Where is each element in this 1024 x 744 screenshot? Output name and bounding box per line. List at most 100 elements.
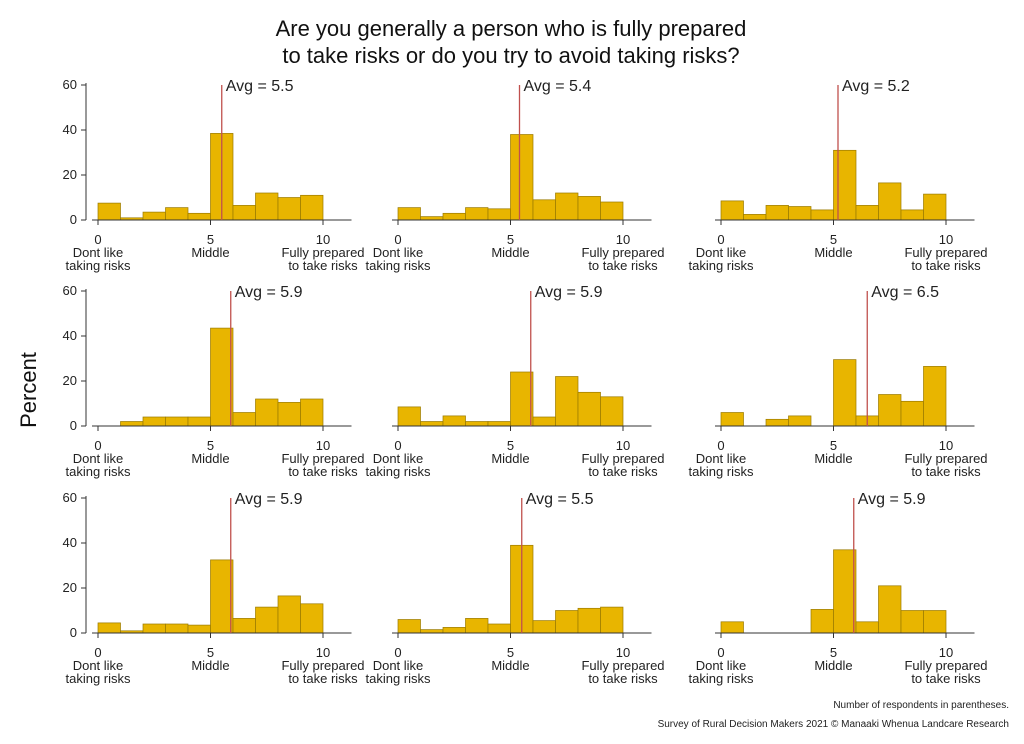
bar-panel8-bin0	[397, 619, 421, 634]
bar-panel1-bin6	[232, 205, 256, 221]
x-tick-label: Dont like	[696, 245, 747, 260]
bar-panel8-bin6	[532, 620, 556, 634]
bar-panel2-bin3	[465, 207, 489, 221]
bar-panel3-bin4	[810, 209, 834, 221]
bar-panel9-bin5	[833, 549, 857, 634]
bar-panel2-bin5	[510, 134, 534, 221]
bar-panel9-bin7	[878, 585, 902, 634]
bar-panel7-bin3	[165, 623, 189, 634]
bar-panel5-bin5	[510, 371, 534, 427]
x-tick-label: taking risks	[365, 671, 431, 686]
y-tick-label: 20	[63, 167, 77, 182]
x-tick-label: Dont like	[696, 451, 747, 466]
bar-panel2-bin7	[555, 192, 579, 221]
bar-panel1-bin3	[165, 207, 189, 221]
x-tick-label: 5	[830, 438, 837, 453]
x-tick-label: to take risks	[288, 258, 358, 273]
bar-panel3-bin8	[900, 209, 924, 221]
x-tick-label: Middle	[814, 245, 852, 260]
x-tick-label: taking risks	[365, 464, 431, 479]
bar-panel6-bin3	[788, 415, 812, 427]
bar-panel8-bin1	[420, 629, 444, 634]
y-tick-label: 20	[63, 373, 77, 388]
x-tick-label: to take risks	[911, 464, 981, 479]
x-tick-label: 10	[616, 438, 630, 453]
x-tick-label: Dont like	[73, 451, 124, 466]
bar-panel7-bin9	[300, 603, 324, 634]
bar-panel3-bin7	[878, 182, 902, 221]
x-tick-label: Fully prepared	[281, 451, 364, 466]
x-tick-label: taking risks	[688, 671, 754, 686]
bar-panel3-bin9	[923, 193, 947, 221]
bar-panel5-bin3	[465, 421, 489, 427]
x-tick-label: 5	[207, 232, 214, 247]
x-tick-label: 5	[507, 232, 514, 247]
x-tick-label: taking risks	[688, 258, 754, 273]
x-tick-label: Middle	[814, 658, 852, 673]
bar-panel8-bin4	[487, 623, 511, 634]
avg-label: Avg = 5.9	[858, 491, 926, 508]
bar-panel2-bin0	[397, 207, 421, 221]
bar-panel2-bin8	[577, 196, 601, 221]
x-tick-label: Fully prepared	[581, 451, 664, 466]
bar-panel5-bin4	[487, 421, 511, 427]
x-tick-label: Fully prepared	[904, 658, 987, 673]
bar-panel2-bin1	[420, 216, 444, 221]
bar-panel9-bin9	[923, 610, 947, 634]
x-tick-label: to take risks	[911, 258, 981, 273]
bar-panel6-bin0	[720, 412, 744, 427]
bar-panel1-bin7	[255, 192, 279, 221]
bar-panel2-bin6	[532, 199, 556, 221]
x-tick-label: Dont like	[373, 451, 424, 466]
x-tick-label: 10	[616, 645, 630, 660]
bar-panel4-bin8	[277, 402, 301, 427]
bar-panel1-bin2	[142, 211, 166, 221]
x-tick-label: to take risks	[288, 464, 358, 479]
avg-label: Avg = 5.9	[235, 491, 303, 508]
x-tick-label: 10	[316, 645, 330, 660]
x-tick-label: 5	[830, 232, 837, 247]
x-tick-label: 0	[94, 438, 101, 453]
x-tick-label: taking risks	[65, 258, 131, 273]
bar-panel5-bin1	[420, 421, 444, 427]
x-tick-label: 10	[316, 438, 330, 453]
x-tick-label: Dont like	[696, 658, 747, 673]
bar-panel5-bin2	[442, 415, 466, 427]
x-tick-label: 10	[616, 232, 630, 247]
x-tick-label: Fully prepared	[904, 451, 987, 466]
bar-panel6-bin2	[765, 418, 789, 427]
x-tick-label: 0	[717, 232, 724, 247]
bar-panel9-bin8	[900, 610, 924, 634]
bar-panel3-bin1	[743, 214, 767, 221]
x-tick-label: Fully prepared	[581, 245, 664, 260]
y-tick-label: 20	[63, 580, 77, 595]
y-tick-label: 60	[63, 490, 77, 505]
bar-panel4-bin3	[165, 416, 189, 427]
x-tick-label: 10	[939, 232, 953, 247]
x-tick-label: Fully prepared	[904, 245, 987, 260]
x-tick-label: to take risks	[588, 464, 658, 479]
x-tick-label: 0	[94, 645, 101, 660]
avg-label: Avg = 5.2	[842, 78, 910, 95]
x-tick-label: Middle	[814, 451, 852, 466]
x-tick-label: 5	[507, 645, 514, 660]
y-tick-label: 40	[63, 328, 77, 343]
x-tick-label: 0	[717, 645, 724, 660]
chart-title-line-1: Are you generally a person who is fully …	[276, 16, 747, 41]
bar-panel2-bin4	[487, 208, 511, 221]
x-tick-label: Middle	[491, 451, 529, 466]
bar-panel3-bin5	[833, 149, 857, 221]
chart-title-line-2: to take risks or do you try to avoid tak…	[282, 43, 739, 68]
x-tick-label: Dont like	[373, 658, 424, 673]
x-tick-label: 0	[394, 645, 401, 660]
x-tick-label: 0	[94, 232, 101, 247]
bar-panel7-bin5	[210, 559, 234, 634]
